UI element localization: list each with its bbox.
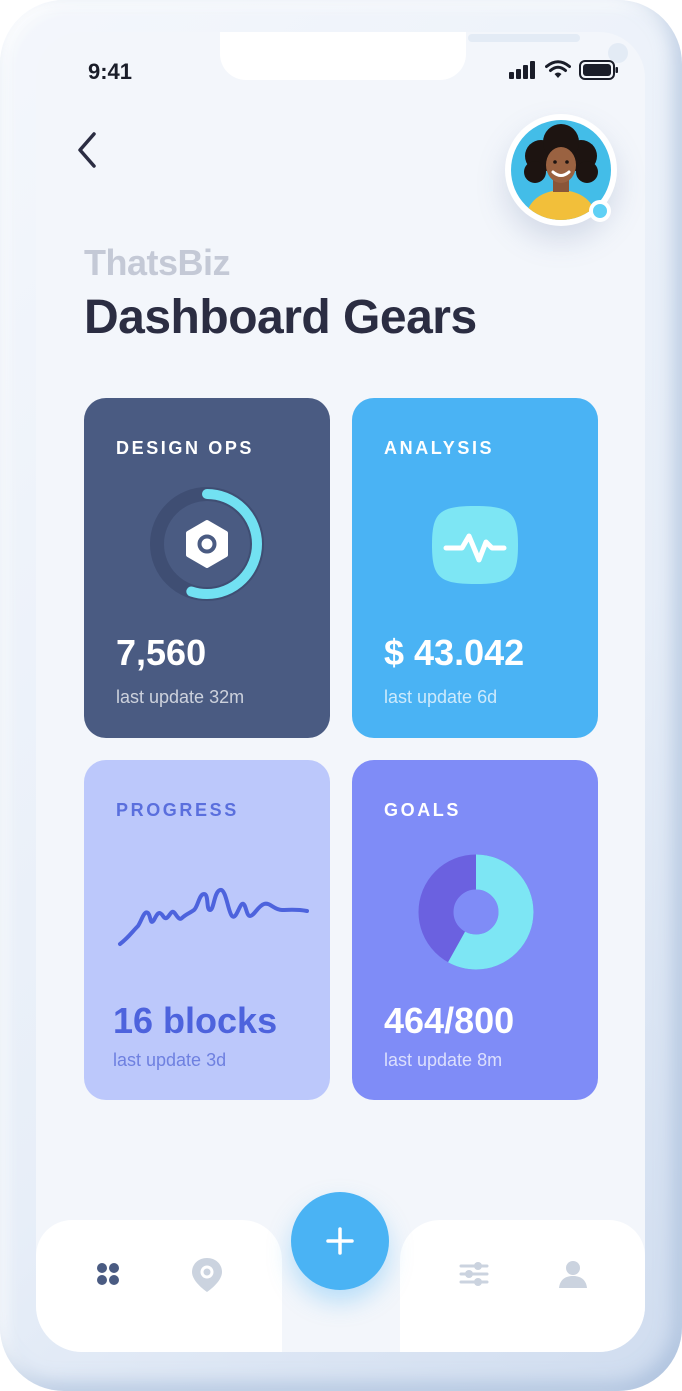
donut-completed-segment (418, 854, 534, 970)
nav-location[interactable] (190, 1256, 224, 1294)
status-icons (509, 60, 619, 80)
bottom-nav (36, 1220, 645, 1352)
nav-profile[interactable] (557, 1258, 589, 1290)
app-screen: 9:41 (36, 32, 645, 1352)
settings-icon (186, 520, 228, 568)
card-value: $ 43.042 (384, 632, 525, 673)
card-value: 16 blocks (113, 1000, 278, 1041)
avatar (511, 120, 611, 220)
activity-icon (432, 506, 518, 584)
sliders-icon (459, 1262, 489, 1286)
chevron-left-icon (78, 132, 96, 168)
card-title: DESIGN OPS (116, 438, 255, 458)
nav-bar-left (36, 1220, 282, 1352)
card-value: 7,560 (116, 632, 207, 673)
grid-icon (97, 1263, 119, 1285)
page-title: Dashboard Gears (84, 291, 477, 344)
nav-bar-right (400, 1220, 645, 1352)
user-icon (559, 1261, 587, 1288)
card-title: GOALS (384, 800, 462, 820)
card-subtitle: last update 6d (384, 687, 498, 707)
brand-name: ThatsBiz (84, 242, 231, 283)
wifi-icon (545, 60, 571, 78)
card-subtitle: last update 8m (384, 1050, 503, 1070)
speaker (468, 34, 580, 42)
battery-icon (579, 60, 618, 80)
card-analysis[interactable]: ANALYSIS $ 43.042 last update 6d (352, 398, 598, 738)
card-design-ops[interactable]: DESIGN OPS 7,560 last update 32m (84, 398, 330, 738)
profile-avatar[interactable] (505, 114, 617, 226)
avatar-image (511, 120, 611, 220)
card-title: PROGRESS (116, 800, 239, 820)
donut-chart (418, 854, 534, 970)
sparkline-chart (118, 888, 309, 946)
card-subtitle: last update 32m (116, 687, 245, 707)
back-button[interactable] (72, 130, 104, 170)
card-value: 464/800 (384, 1000, 515, 1041)
card-subtitle: last update 3d (113, 1050, 227, 1070)
online-status-dot (589, 200, 611, 222)
location-pin-icon (192, 1258, 222, 1292)
status-time: 9:41 (88, 59, 133, 84)
card-title: ANALYSIS (384, 438, 495, 458)
nav-filters[interactable] (458, 1258, 490, 1290)
nav-home[interactable] (92, 1258, 124, 1290)
card-progress[interactable]: PROGRESS 16 blocks last update 3d (84, 760, 330, 1100)
card-goals[interactable]: GOALS 464/800 last update 8m (352, 760, 598, 1100)
front-camera (608, 43, 628, 63)
progress-ring (150, 487, 264, 601)
notch (220, 32, 628, 80)
plus-icon (326, 1227, 354, 1255)
add-button[interactable] (291, 1192, 389, 1290)
signal-icon (509, 61, 535, 79)
